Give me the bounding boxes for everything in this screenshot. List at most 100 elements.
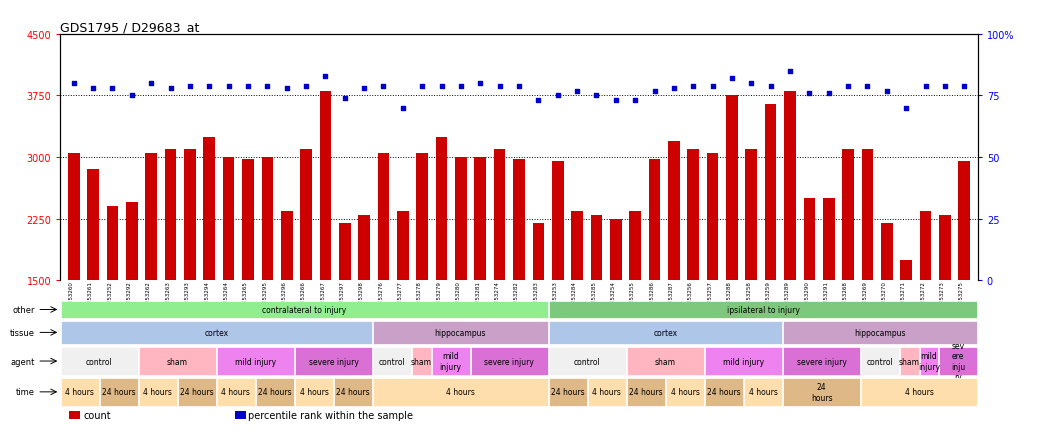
Text: 4 hours: 4 hours [905,388,933,396]
Point [723,76,740,82]
Point [704,83,720,90]
Text: mild injury: mild injury [722,357,764,366]
Bar [588,378,626,406]
Bar [358,215,370,404]
Text: GSM53272: GSM53272 [921,280,926,310]
Bar [532,224,544,404]
Text: GSM53256: GSM53256 [688,280,693,310]
Bar [862,150,873,404]
Text: GSM53269: GSM53269 [863,280,868,310]
Bar [242,159,253,404]
Bar [139,347,216,375]
Bar [70,411,80,419]
Point [762,83,778,90]
Point [685,83,702,90]
Bar [765,105,776,404]
Bar [295,347,373,375]
Bar [203,137,215,404]
Text: severe injury: severe injury [485,357,535,366]
Bar [627,378,665,406]
Point [627,98,644,105]
Text: GSM53259: GSM53259 [766,280,770,310]
Bar [549,347,626,375]
Text: cortex: cortex [204,328,228,337]
Point [298,83,315,90]
Text: 4 hours: 4 hours [671,388,700,396]
Text: 4 hours: 4 hours [446,388,474,396]
Text: GSM53283: GSM53283 [534,280,539,310]
Text: GSM53285: GSM53285 [592,280,597,310]
Text: 4 hours: 4 hours [593,388,622,396]
Text: GSM53276: GSM53276 [379,280,383,310]
Bar [300,150,311,404]
Point [201,83,218,90]
Text: 4 hours: 4 hours [65,388,94,396]
Text: cortex: cortex [653,328,678,337]
Text: GSM53288: GSM53288 [727,280,732,310]
Bar [139,378,176,406]
Point [511,83,527,90]
Bar [177,378,216,406]
Bar [862,378,978,406]
Text: control: control [867,357,894,366]
Point [859,83,876,90]
Bar [900,260,912,404]
Point [743,80,760,87]
Point [414,83,431,90]
Text: sham: sham [655,357,676,366]
Point [530,98,547,105]
Text: GSM53253: GSM53253 [552,280,557,310]
Text: GSM53257: GSM53257 [708,280,712,310]
Text: contralateral to injury: contralateral to injury [263,305,347,314]
Text: sham: sham [899,357,920,366]
Point [278,85,295,92]
Text: control: control [86,357,113,366]
Bar [513,159,525,404]
Text: GSM53286: GSM53286 [650,280,655,310]
Text: ipsilateral to injury: ipsilateral to injury [727,305,799,314]
Point [820,90,837,97]
Text: tissue: tissue [9,328,34,337]
Text: control: control [574,357,601,366]
Point [801,90,818,97]
Point [898,105,914,112]
Text: GSM53281: GSM53281 [475,280,481,310]
Bar [295,378,333,406]
Bar [920,211,931,404]
Text: sham: sham [167,357,188,366]
Bar [783,347,861,375]
Text: severe injury: severe injury [797,357,847,366]
Bar [591,215,602,404]
Text: GSM53280: GSM53280 [456,280,461,310]
Bar [67,154,80,404]
Point [104,85,120,92]
Bar [100,378,138,406]
Text: time: time [16,388,34,396]
Bar [281,211,293,404]
Text: GSM53267: GSM53267 [321,280,326,310]
Point [433,83,449,90]
Text: GSM53255: GSM53255 [630,280,635,310]
Text: GSM53271: GSM53271 [901,280,906,310]
Text: other: other [12,305,34,314]
Text: GSM53290: GSM53290 [804,280,810,310]
Bar [474,158,486,404]
Text: GSM53261: GSM53261 [88,280,93,310]
Text: count: count [83,410,111,420]
Bar [744,378,783,406]
Bar [549,321,783,345]
Text: mild
injury: mild injury [918,352,940,371]
Bar [320,92,331,404]
Text: 24
hours: 24 hours [811,382,832,401]
Bar [823,199,835,404]
Text: GSM53291: GSM53291 [824,280,828,310]
Bar [649,159,660,404]
Text: 4 hours: 4 hours [748,388,777,396]
Text: GSM53278: GSM53278 [417,280,422,310]
Text: hippocampus: hippocampus [435,328,486,337]
Bar [339,224,351,404]
Point [472,80,489,87]
Point [956,83,973,90]
Text: GSM53264: GSM53264 [223,280,228,310]
Bar [549,301,978,319]
